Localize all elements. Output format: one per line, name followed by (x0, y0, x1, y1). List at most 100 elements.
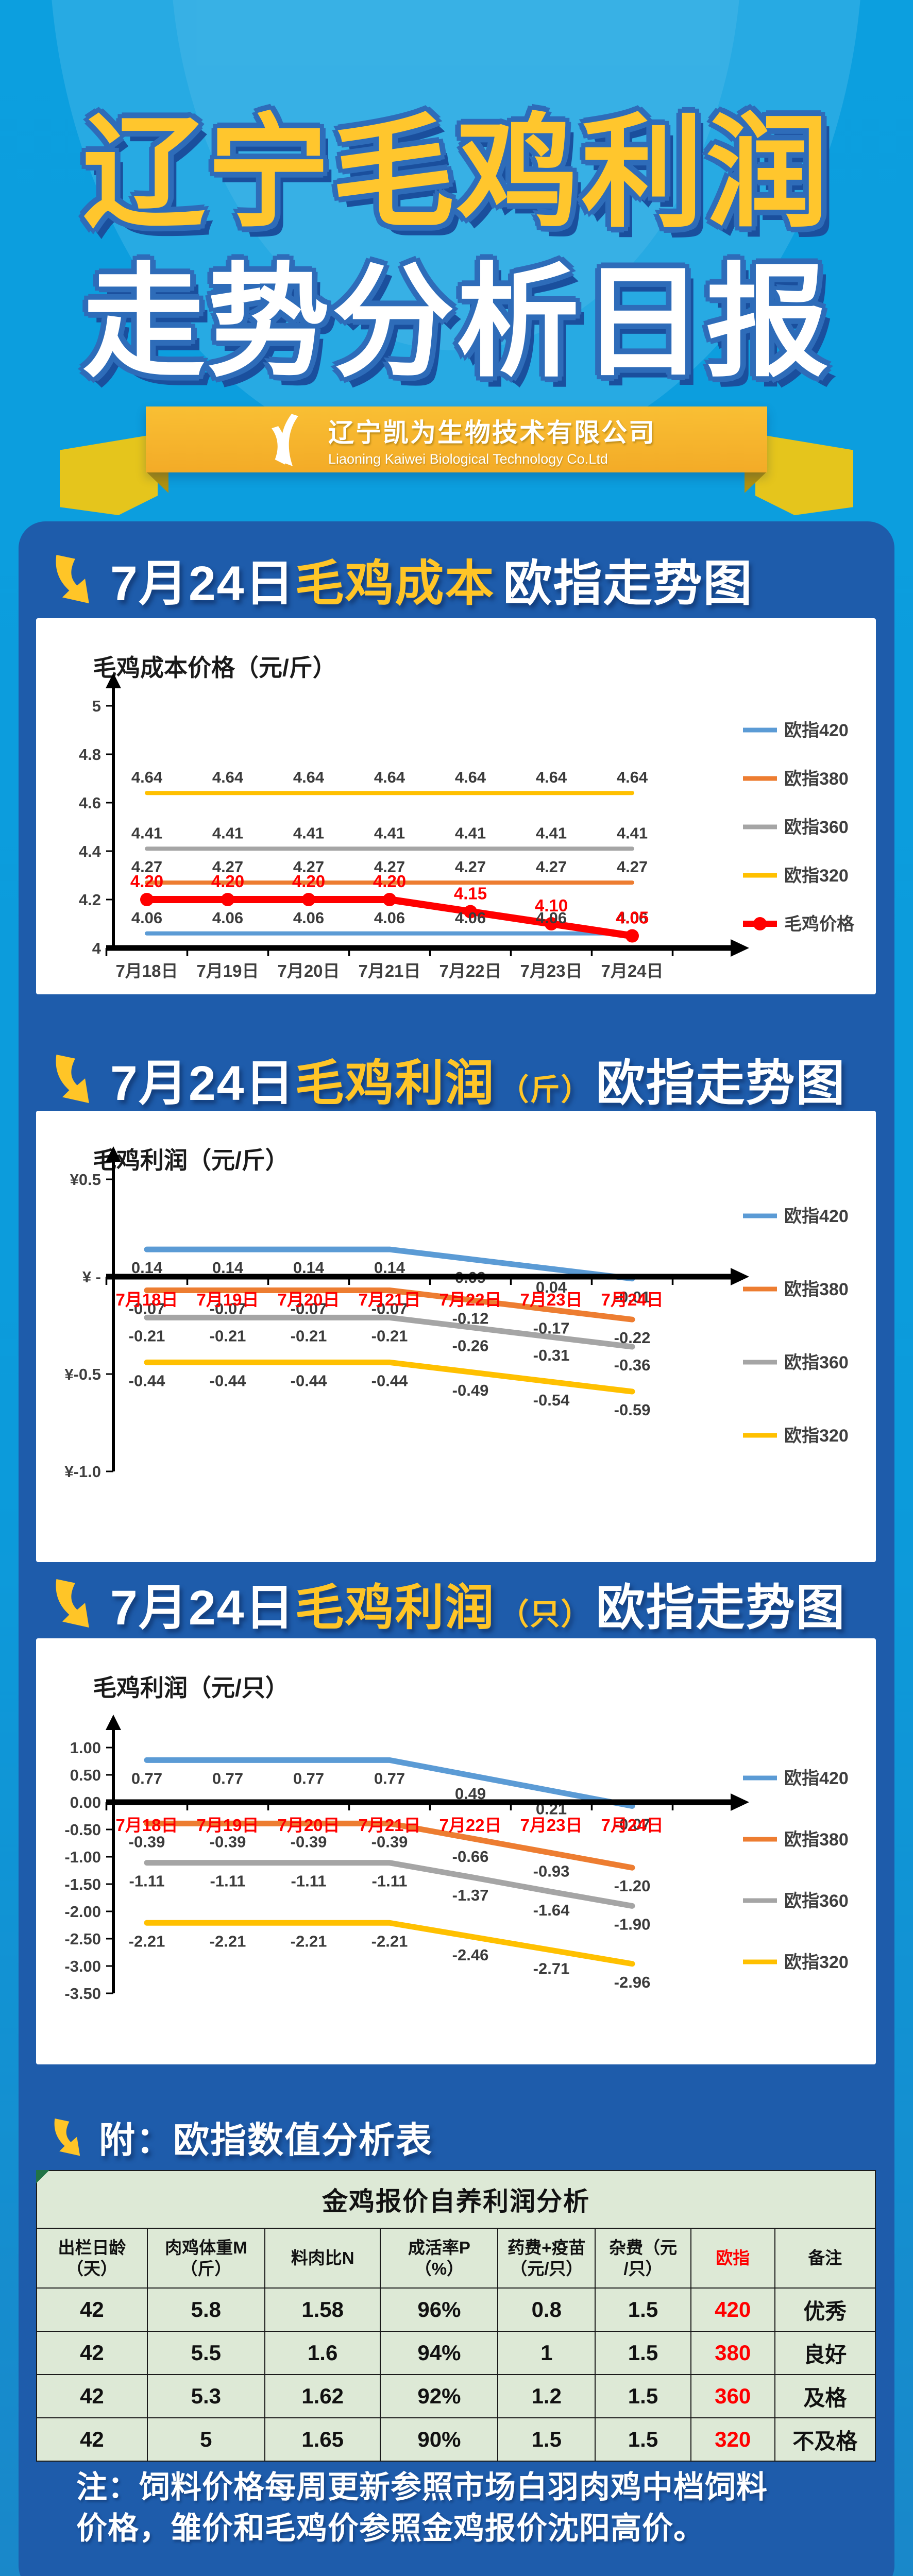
table-cell: 42 (36, 2374, 148, 2418)
svg-text:7月18日: 7月18日 (115, 1816, 178, 1835)
svg-text:7月22日: 7月22日 (439, 961, 501, 980)
svg-text:0.77: 0.77 (293, 1769, 324, 1787)
svg-text:-0.39: -0.39 (371, 1833, 408, 1851)
svg-text:-2.21: -2.21 (210, 1932, 246, 1950)
svg-text:4.64: 4.64 (374, 768, 405, 786)
company-names: 辽宁凯为生物技术有限公司 Liaoning Kaiwei Biological … (328, 412, 656, 467)
svg-text:7月23日: 7月23日 (520, 1816, 582, 1835)
svg-text:4.64: 4.64 (131, 768, 163, 786)
svg-text:4.27: 4.27 (617, 858, 648, 876)
profit-table-wrap: 金鸡报价自养利润分析 出栏日龄 （天） 肉鸡体重M （斤） 料肉比N 成活率P （%）药… (36, 2170, 876, 2462)
table-row: 42 5 1.65 90% 1.5 1.5 320 不及格 (36, 2417, 876, 2462)
svg-text:4.06: 4.06 (617, 909, 648, 927)
svg-text:-1.11: -1.11 (210, 1872, 246, 1890)
svg-text:欧指360: 欧指360 (784, 1353, 849, 1372)
svg-text:4.27: 4.27 (455, 858, 486, 876)
svg-text:4.41: 4.41 (536, 824, 567, 842)
section-title-profit-jin: 7月24日毛鸡利润 （斤）欧指走势图 (49, 1044, 846, 1114)
svg-text:-0.21: -0.21 (371, 1327, 408, 1345)
company-name-cn: 辽宁凯为生物技术有限公司 (328, 418, 656, 447)
svg-text:4.20: 4.20 (292, 872, 325, 891)
svg-text:-1.11: -1.11 (372, 1872, 408, 1890)
svg-text:-0.59: -0.59 (614, 1401, 651, 1419)
table-cell: 42 (36, 2287, 148, 2332)
svg-text:4.06: 4.06 (293, 909, 324, 927)
svg-text:毛鸡成本价格（元/斤）: 毛鸡成本价格（元/斤） (93, 654, 336, 681)
svg-text:-0.44: -0.44 (129, 1371, 165, 1389)
company-name-en: Liaoning Kaiwei Biological Technology Co… (328, 451, 608, 467)
svg-text:-2.21: -2.21 (129, 1932, 165, 1950)
svg-text:¥0.5: ¥0.5 (70, 1171, 101, 1189)
svg-text:4.06: 4.06 (131, 909, 162, 927)
svg-text:0.77: 0.77 (131, 1769, 162, 1787)
profit-analysis-table: 金鸡报价自养利润分析 出栏日龄 （天） 肉鸡体重M （斤） 料肉比N 成活率P （%）药… (36, 2170, 876, 2462)
section-suffix: 欧指走势图 (596, 1581, 846, 1635)
svg-text:-0.17: -0.17 (533, 1319, 570, 1337)
cost-chart-card: 毛鸡成本价格（元/斤） 5 4.8 4.6 4.4 4.2 4 4.06 4.06 4.06 4.0… (36, 618, 876, 994)
section-title-cost: 7月24日毛鸡成本 欧指走势图 (49, 544, 753, 615)
svg-text:欧指360: 欧指360 (784, 1891, 849, 1911)
svg-text:-0.01: -0.01 (614, 1288, 651, 1306)
svg-text:4.06: 4.06 (374, 909, 405, 927)
table-cell: 42 (36, 2417, 148, 2462)
svg-text:4.27: 4.27 (374, 858, 405, 876)
svg-text:欧指380: 欧指380 (784, 1280, 849, 1299)
svg-text:7月20日: 7月20日 (277, 1816, 340, 1835)
company-banner: 辽宁凯为生物技术有限公司 Liaoning Kaiwei Biological … (146, 406, 767, 472)
table-row: 42 5.5 1.6 94% 1 1.5 380 良好 (36, 2331, 876, 2375)
profit-bird-chart-card: 毛鸡利润（元/只） 1.00 0.50 0.00 -0.50 -1.00 -1.50 -2.0… (36, 1638, 876, 2064)
svg-text:-2.46: -2.46 (452, 1946, 489, 1964)
table-header-cell: 药费+疫苗 （元/只） (497, 2228, 596, 2289)
svg-text:欧指360: 欧指360 (784, 818, 849, 837)
poster-title-line2: 走势分析日报 (82, 255, 831, 391)
svg-text:4.41: 4.41 (212, 824, 243, 842)
svg-text:4.15: 4.15 (454, 884, 487, 903)
table-header-cell: 欧指 (690, 2228, 775, 2289)
svg-text:7月24日: 7月24日 (601, 1290, 663, 1309)
svg-text:-1.00: -1.00 (64, 1848, 101, 1866)
svg-text:-0.07: -0.07 (291, 1299, 327, 1317)
svg-text:7月22日: 7月22日 (439, 1290, 501, 1309)
svg-text:-0.12: -0.12 (452, 1309, 489, 1327)
svg-text:0.14: 0.14 (212, 1259, 244, 1277)
table-cell: 420 (690, 2287, 775, 2332)
table-cell: 及格 (774, 2374, 876, 2418)
svg-text:¥-1.0: ¥-1.0 (64, 1463, 101, 1481)
svg-text:欧指320: 欧指320 (784, 1426, 849, 1446)
poster-title-line1: 辽宁毛鸡利润 (82, 105, 831, 242)
table-cell: 5 (146, 2417, 265, 2462)
svg-text:-0.44: -0.44 (291, 1371, 327, 1389)
svg-text:4.06: 4.06 (536, 909, 567, 927)
svg-text:-2.00: -2.00 (64, 1903, 101, 1921)
svg-text:7月24日: 7月24日 (601, 1816, 663, 1835)
arrow-icon (56, 1054, 89, 1103)
section-title-text: 7月24日毛鸡利润 （斤）欧指走势图 (110, 1044, 846, 1114)
svg-text:-1.20: -1.20 (614, 1877, 651, 1895)
svg-text:4.05: 4.05 (616, 908, 649, 927)
svg-text:4.10: 4.10 (535, 896, 568, 915)
svg-text:-0.31: -0.31 (533, 1346, 570, 1364)
svg-text:7月23日: 7月23日 (520, 961, 582, 980)
svg-text:4.8: 4.8 (79, 745, 101, 764)
svg-text:4.06: 4.06 (212, 909, 243, 927)
svg-text:-0.54: -0.54 (533, 1391, 570, 1409)
table-cell: 1.5 (595, 2374, 691, 2418)
svg-text:-2.21: -2.21 (291, 1932, 327, 1950)
svg-text:5: 5 (92, 697, 101, 715)
svg-text:-0.07: -0.07 (129, 1299, 165, 1317)
svg-text:0.77: 0.77 (374, 1769, 405, 1787)
svg-text:-0.39: -0.39 (129, 1833, 165, 1851)
table-cell: 90% (380, 2417, 499, 2462)
table-header-cell: 杂费（元 /只） (595, 2228, 691, 2289)
svg-text:7月21日: 7月21日 (358, 961, 420, 980)
arrow-icon (54, 2118, 80, 2156)
svg-text:1.00: 1.00 (70, 1739, 101, 1757)
svg-text:7月22日: 7月22日 (439, 1816, 501, 1835)
section-highlight: 毛鸡利润 (295, 1581, 495, 1635)
svg-text:4.06: 4.06 (455, 909, 486, 927)
svg-text:-2.50: -2.50 (64, 1930, 101, 1948)
svg-text:¥ -: ¥ - (82, 1268, 101, 1286)
svg-text:4.20: 4.20 (373, 872, 406, 891)
svg-text:-2.71: -2.71 (533, 1959, 570, 1977)
svg-text:7月20日: 7月20日 (277, 961, 340, 980)
